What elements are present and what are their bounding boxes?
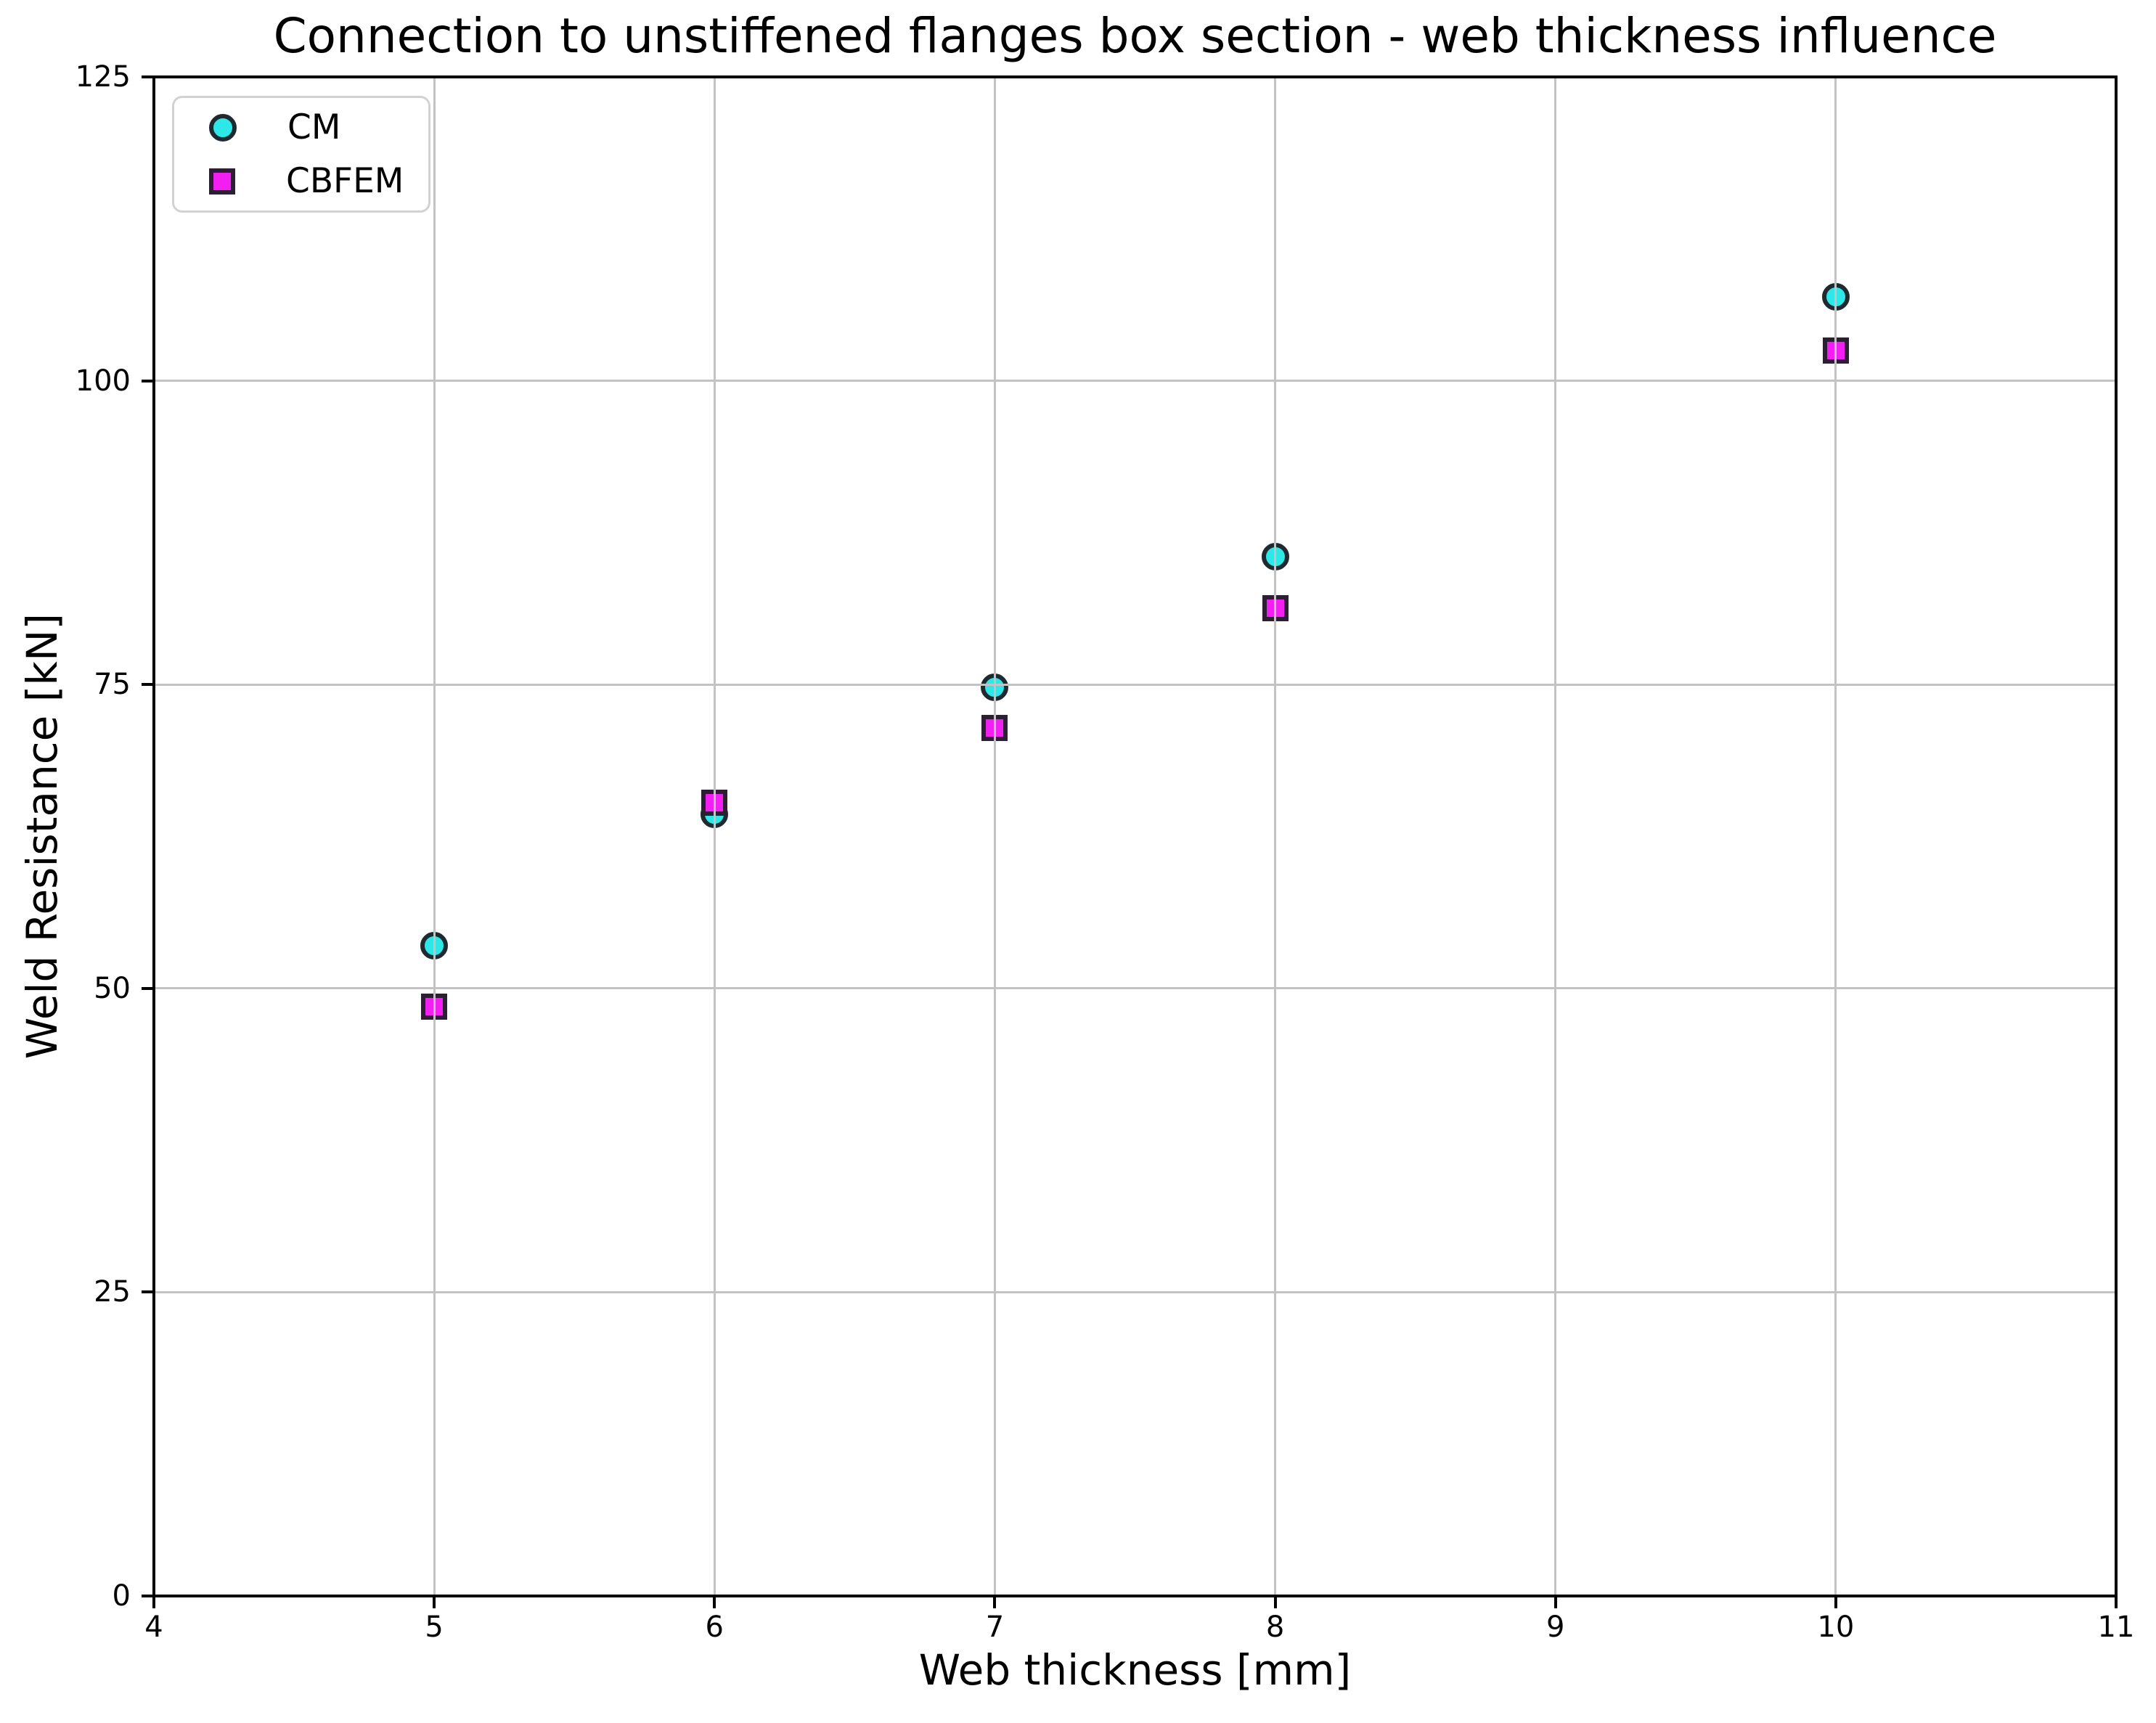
y-tick-mark <box>142 683 152 687</box>
legend-label-cm: CM <box>287 107 341 147</box>
y-tick-mark <box>142 986 152 990</box>
y-tick-label: 75 <box>94 668 131 702</box>
x-tick-label: 4 <box>144 1611 163 1644</box>
plot-area: 4 5 6 7 8 9 10 11 0 25 50 75 100 125 CM CBFEM <box>75 62 2135 1642</box>
x-tick-mark <box>1273 1597 1277 1608</box>
x-tick-label: 8 <box>1265 1611 1285 1644</box>
y-tick-mark <box>142 75 152 78</box>
y-tick-label: 125 <box>75 60 131 94</box>
gridline-y-75 <box>154 683 2116 686</box>
x-axis-label: Web thickness [mm] <box>918 1645 1352 1695</box>
x-tick-mark <box>1553 1597 1557 1608</box>
y-tick-label: 0 <box>112 1579 131 1613</box>
legend-label-cbfem: CBFEM <box>286 161 404 201</box>
y-tick-mark <box>142 379 152 382</box>
x-tick-mark <box>993 1597 997 1608</box>
x-tick-label: 7 <box>985 1611 1005 1644</box>
x-tick-mark <box>1834 1597 1837 1608</box>
x-tick-mark <box>2115 1597 2118 1608</box>
legend-item-cm: CM <box>209 110 428 144</box>
legend-item-cbfem: CBFEM <box>209 164 428 198</box>
x-tick-label: 11 <box>2097 1611 2135 1644</box>
x-tick-label: 5 <box>425 1611 444 1644</box>
y-tick-label: 100 <box>75 364 131 398</box>
gridline-y-25 <box>154 1290 2116 1293</box>
x-tick-label: 10 <box>1817 1611 1855 1644</box>
cbfem-square-icon <box>209 168 235 195</box>
x-tick-label: 9 <box>1545 1611 1565 1644</box>
gridline-x-5 <box>433 77 436 1596</box>
gridline-x-7 <box>993 77 996 1596</box>
x-tick-mark <box>152 1597 155 1608</box>
x-tick-mark <box>713 1597 716 1608</box>
gridline-x-9 <box>1554 77 1557 1596</box>
y-axis-label-area: Weld Resistance [kN] <box>4 77 80 1596</box>
plot-border <box>152 75 2118 1597</box>
cm-circle-icon <box>209 113 237 142</box>
legend: CM CBFEM <box>172 96 430 213</box>
gridline-y-50 <box>154 987 2116 990</box>
gridline-x-8 <box>1274 77 1277 1596</box>
y-tick-label: 50 <box>94 971 131 1005</box>
gridline-x-10 <box>1834 77 1837 1596</box>
y-tick-mark <box>142 1290 152 1294</box>
x-tick-label: 6 <box>705 1611 724 1644</box>
chart-title: Connection to unstiffened flanges box se… <box>273 8 1997 64</box>
gridline-y-100 <box>154 380 2116 382</box>
y-tick-mark <box>142 1595 152 1597</box>
x-tick-mark <box>433 1597 436 1608</box>
gridline-x-6 <box>713 77 716 1596</box>
y-tick-label: 25 <box>94 1275 131 1309</box>
